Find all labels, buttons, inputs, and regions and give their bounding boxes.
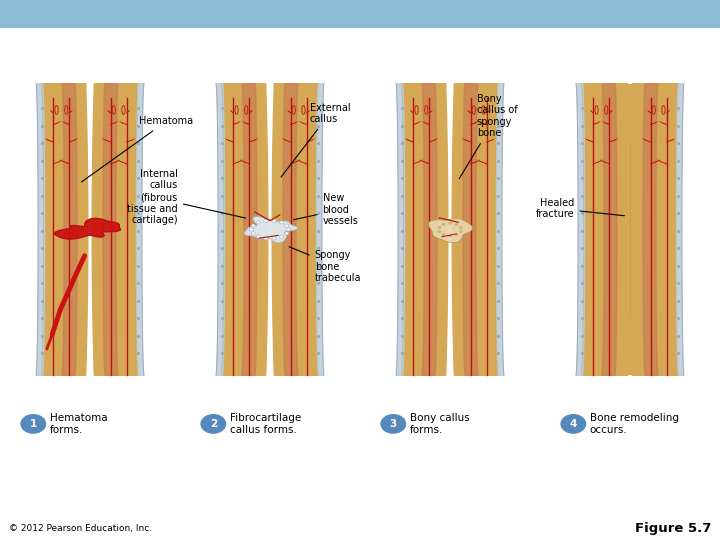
Polygon shape (36, 84, 45, 375)
Text: Spongy
bone
trabecula: Spongy bone trabecula (289, 247, 361, 284)
Circle shape (287, 228, 291, 231)
Circle shape (284, 224, 289, 227)
Text: 4: 4 (570, 419, 577, 429)
Polygon shape (497, 84, 504, 375)
Circle shape (459, 227, 462, 228)
Circle shape (201, 415, 225, 433)
Circle shape (256, 235, 261, 238)
Text: © 2012 Pearson Education, Inc.: © 2012 Pearson Education, Inc. (9, 524, 152, 532)
Circle shape (561, 415, 585, 433)
Polygon shape (402, 84, 448, 375)
Text: Figure 5.7: Figure 5.7 (635, 522, 711, 535)
Circle shape (251, 224, 256, 227)
Polygon shape (428, 218, 472, 243)
Text: Healed
fracture: Healed fracture (536, 198, 624, 219)
Polygon shape (422, 84, 437, 375)
Circle shape (284, 232, 289, 235)
Circle shape (455, 234, 458, 235)
Text: Bony
callus of
spongy
bone: Bony callus of spongy bone (459, 94, 517, 179)
Circle shape (438, 226, 441, 228)
Polygon shape (452, 84, 498, 375)
Polygon shape (55, 218, 120, 239)
Circle shape (272, 219, 276, 222)
Circle shape (249, 228, 253, 231)
Text: Bony callus
forms.: Bony callus forms. (410, 413, 469, 435)
Text: 3: 3 (390, 419, 397, 429)
Circle shape (449, 235, 451, 237)
Circle shape (442, 224, 445, 225)
Polygon shape (396, 84, 405, 375)
Polygon shape (677, 84, 684, 375)
Polygon shape (216, 84, 225, 375)
Text: Bone remodeling
occurs.: Bone remodeling occurs. (590, 413, 679, 435)
Text: Internal
callus
(fibrous
tissue and
cartilage): Internal callus (fibrous tissue and cart… (127, 169, 246, 225)
Circle shape (279, 235, 284, 238)
Circle shape (459, 231, 462, 232)
Text: External
callus: External callus (281, 103, 350, 177)
Circle shape (455, 224, 458, 225)
Circle shape (442, 234, 445, 235)
Circle shape (264, 237, 268, 240)
Polygon shape (42, 84, 88, 375)
Polygon shape (283, 84, 298, 375)
Polygon shape (643, 84, 658, 375)
Bar (0, 0, 720, 28)
Circle shape (272, 237, 276, 240)
Circle shape (279, 221, 284, 224)
Circle shape (449, 222, 451, 224)
Polygon shape (62, 84, 77, 375)
Text: Fibrocartilage
callus forms.: Fibrocartilage callus forms. (230, 413, 301, 435)
Polygon shape (92, 84, 138, 375)
Polygon shape (576, 84, 585, 375)
Polygon shape (244, 217, 298, 243)
Polygon shape (463, 84, 478, 375)
Circle shape (21, 415, 45, 433)
Text: 1: 1 (30, 419, 37, 429)
Polygon shape (632, 84, 679, 375)
Text: New
blood
vessels: New blood vessels (294, 193, 359, 226)
Polygon shape (137, 84, 144, 375)
Polygon shape (272, 84, 319, 375)
Circle shape (251, 232, 256, 235)
Polygon shape (222, 84, 268, 375)
Text: 2: 2 (210, 419, 217, 429)
Polygon shape (103, 84, 118, 375)
Circle shape (438, 231, 441, 233)
Polygon shape (582, 84, 628, 375)
Circle shape (381, 415, 405, 433)
Circle shape (264, 219, 268, 222)
Bar (624, 84, 636, 375)
Text: Hematoma
forms.: Hematoma forms. (50, 413, 107, 435)
Polygon shape (317, 84, 324, 375)
Circle shape (256, 221, 261, 224)
Polygon shape (242, 84, 257, 375)
Text: Hematoma: Hematoma (81, 117, 193, 182)
Polygon shape (602, 84, 617, 375)
